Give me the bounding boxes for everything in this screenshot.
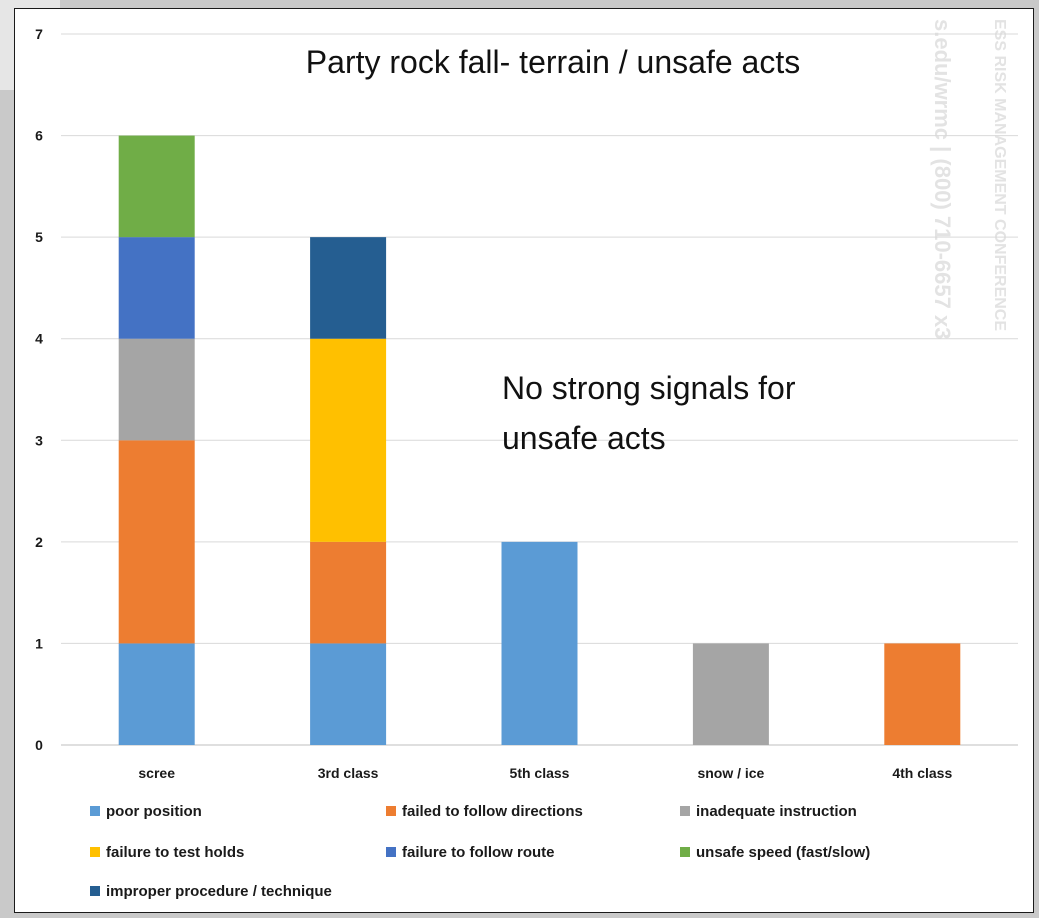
- y-tick-label: 2: [35, 534, 43, 550]
- bar-segment: [310, 338, 387, 542]
- legend-label: failed to follow directions: [402, 803, 583, 820]
- x-axis: scree 3rd class 5th class snow / ice 4th cla…: [138, 765, 952, 781]
- chart-title: Party rock fall- terrain / unsafe acts: [306, 44, 800, 80]
- bar-segment: [692, 643, 769, 745]
- y-tick-label: 5: [35, 229, 43, 245]
- bar-segment: [501, 541, 578, 745]
- legend-label: failure to follow route: [402, 844, 555, 861]
- x-tick-label: scree: [138, 765, 175, 781]
- x-tick-label: snow / ice: [697, 765, 764, 781]
- legend-label: unsafe speed (fast/slow): [696, 844, 870, 861]
- bar-segment: [118, 643, 195, 745]
- watermark-line1: ESS RISK MANAGEMENT CONFERENCE: [991, 19, 1008, 331]
- legend-label: inadequate instruction: [696, 803, 857, 820]
- legend-swatch: [680, 847, 690, 857]
- bar-segment: [118, 338, 195, 441]
- y-tick-label: 0: [35, 737, 43, 753]
- y-axis: 0 1 2 3 4 5 6 7: [35, 26, 43, 753]
- x-tick-label: 4th class: [892, 765, 952, 781]
- legend-swatch: [90, 847, 100, 857]
- legend: poor position failed to follow directions…: [90, 803, 870, 900]
- bar-segment: [118, 440, 195, 644]
- chart-frame: ESS RISK MANAGEMENT CONFERENCE s.edu/wrm…: [14, 8, 1034, 913]
- legend-swatch: [386, 806, 396, 816]
- annotation-line1: No strong signals for: [502, 370, 796, 406]
- legend-swatch: [90, 886, 100, 896]
- bar-segment: [884, 643, 961, 745]
- bar-segment: [118, 135, 195, 238]
- x-tick-label: 5th class: [510, 765, 570, 781]
- legend-swatch: [386, 847, 396, 857]
- legend-label: improper procedure / technique: [106, 883, 332, 900]
- bar-segment: [310, 541, 387, 644]
- bar-segment: [310, 643, 387, 745]
- y-tick-label: 4: [35, 331, 43, 347]
- x-tick-label: 3rd class: [318, 765, 379, 781]
- legend-label: failure to test holds: [106, 844, 244, 861]
- annotation-line2: unsafe acts: [502, 420, 666, 456]
- y-tick-label: 3: [35, 432, 43, 448]
- legend-swatch: [90, 806, 100, 816]
- y-tick-label: 7: [35, 26, 43, 42]
- bar-segment: [310, 237, 387, 339]
- bars: [118, 135, 961, 745]
- legend-label: poor position: [106, 803, 202, 820]
- watermark: ESS RISK MANAGEMENT CONFERENCE s.edu/wrm…: [930, 19, 1008, 339]
- chart: ESS RISK MANAGEMENT CONFERENCE s.edu/wrm…: [35, 19, 1018, 900]
- legend-swatch: [680, 806, 690, 816]
- y-tick-label: 6: [35, 128, 43, 144]
- watermark-line2: s.edu/wrmc | (800) 710-6657 x3: [930, 19, 955, 339]
- bar-segment: [118, 237, 195, 339]
- y-tick-label: 1: [35, 635, 43, 651]
